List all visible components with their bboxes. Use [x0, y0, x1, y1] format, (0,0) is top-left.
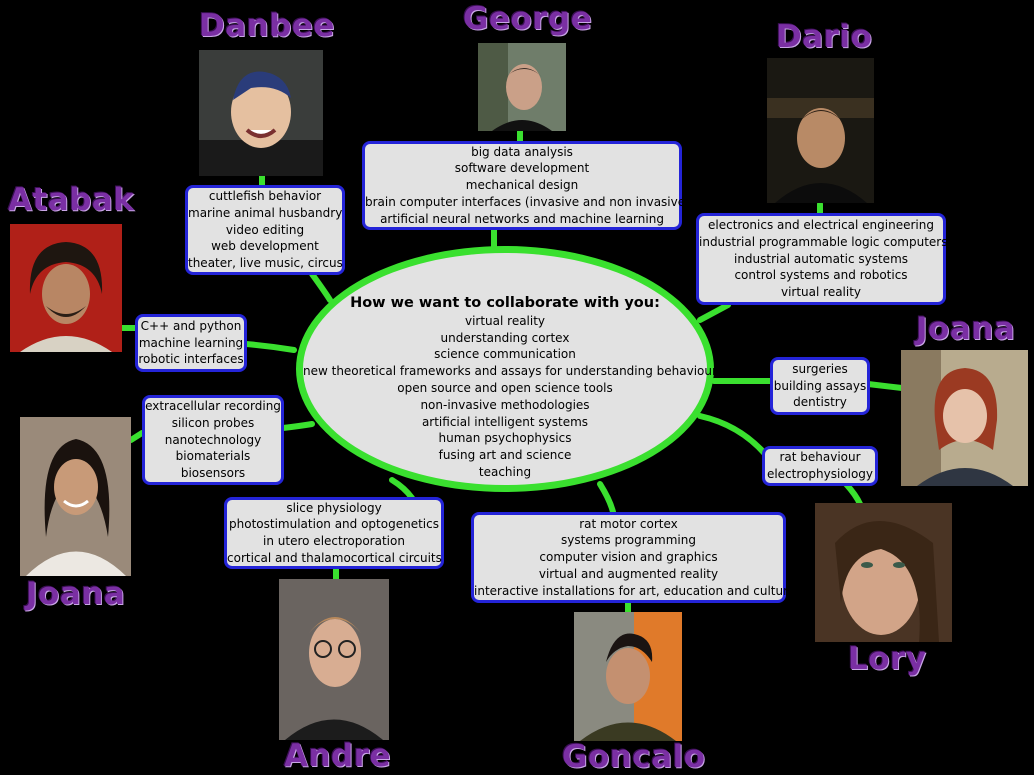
photo-joana-left [20, 417, 131, 576]
skill-item: systems programming [561, 533, 696, 548]
skill-item: artificial neural networks and machine l… [380, 211, 664, 226]
connector-joana-left [128, 421, 315, 443]
skill-item: control systems and robotics [734, 268, 908, 283]
skill-item: photostimulation and optogenetics [229, 517, 439, 532]
skill-item: in utero electroporation [263, 534, 405, 548]
connector-joana-right [711, 378, 905, 391]
skills-box-danbee: cuttlefish behavior marine animal husban… [185, 185, 345, 275]
photo-george [478, 43, 566, 131]
name-joana-left: Joana [26, 576, 126, 612]
skill-item: biosensors [180, 466, 246, 481]
skill-item: slice physiology [286, 500, 382, 515]
skill-item: industrial automatic systems [733, 251, 909, 266]
name-joana-right: Joana [916, 311, 1016, 347]
name-lory: Lory [848, 641, 927, 677]
collab-item: open source and open science tools [397, 380, 613, 395]
name-danbee: Danbee [199, 8, 335, 44]
skill-item: marine animal husbandry [188, 205, 343, 220]
collab-item: non-invasive methodologies [420, 397, 590, 412]
collab-item: human psychophysics [438, 431, 572, 446]
skill-item: computer vision and graphics [539, 550, 718, 565]
photo-joana-right [901, 350, 1028, 486]
skill-item: rat behaviour [779, 450, 861, 465]
photo-goncalo [574, 612, 682, 741]
skill-item: surgeries [792, 361, 848, 376]
skill-item: extracellular recording [145, 399, 281, 414]
collab-item: fusing art and science [438, 448, 572, 463]
name-george: George [463, 1, 593, 37]
skill-item: software development [454, 161, 590, 176]
skill-item: building assays [773, 378, 867, 393]
skill-item: C++ and python [140, 318, 242, 333]
skills-box-dario: electronics and electrical engineering i… [696, 213, 948, 305]
name-andre: Andre [284, 738, 392, 774]
connector-dario [697, 201, 823, 323]
skill-item: electronics and electrical engineering [708, 218, 934, 233]
collab-item: virtual reality [464, 313, 546, 328]
skill-item: robotic interfaces [138, 352, 244, 367]
collab-item: understanding cortex [440, 330, 570, 345]
skills-box-george: big data analysis software development m… [362, 141, 690, 230]
skill-item: industrial programmable logic computers [699, 234, 948, 249]
skill-item: nanotechnology [164, 432, 262, 447]
name-goncalo: Goncalo [562, 739, 706, 775]
skill-item: big data analysis [471, 144, 573, 159]
collab-item: artificial intelligent systems [421, 414, 589, 429]
skills-box-lory: rat behaviour electrophysiology [762, 446, 878, 486]
skill-item: theater, live music, circus [188, 256, 343, 271]
skill-item: biomaterials [175, 449, 251, 464]
photo-lory [815, 503, 952, 642]
skill-item: brain computer interfaces (invasive and … [365, 194, 690, 209]
skill-item: virtual reality [780, 285, 862, 300]
collaboration-ellipse: How we want to collaborate with you: vir… [296, 246, 717, 492]
skill-item: rat motor cortex [579, 516, 678, 531]
skills-box-joana-left: extracellular recording silicon probes n… [142, 395, 284, 485]
name-atabak: Atabak [8, 182, 135, 218]
collab-item: science communication [434, 347, 576, 362]
collab-item: new theoretical frameworks and assays fo… [303, 364, 717, 379]
connector-atabak [119, 325, 297, 353]
connector-danbee [259, 173, 333, 303]
skill-item: interactive installations for art, educa… [474, 583, 796, 598]
connector-andre [333, 477, 415, 583]
skill-item: dentistry [793, 395, 847, 410]
skill-item: electrophysiology [766, 467, 874, 481]
skills-box-goncalo: rat motor cortex systems programming com… [471, 512, 796, 603]
skills-box-andre: slice physiology photostimulation and op… [224, 497, 444, 569]
skill-item: silicon probes [171, 415, 255, 430]
photo-dario [767, 58, 874, 203]
name-dario: Dario [776, 19, 873, 55]
collab-item: teaching [478, 464, 532, 479]
photo-danbee [199, 50, 323, 176]
skills-box-joana-right: surgeries building assays dentistry [770, 357, 870, 415]
skills-box-atabak: C++ and python machine learning robotic … [135, 314, 247, 372]
skill-item: cortical and thalamocortical circuits [227, 550, 442, 565]
skill-item: mechanical design [465, 178, 579, 193]
photo-atabak [10, 224, 122, 352]
photo-andre [279, 579, 389, 740]
collaboration-title: How we want to collaborate with you: [350, 295, 660, 311]
skill-item: video editing [225, 222, 305, 237]
skill-item: cuttlefish behavior [208, 189, 322, 204]
skill-item: web development [211, 239, 319, 254]
skill-item: machine learning [138, 335, 244, 350]
skill-item: virtual and augmented reality [538, 566, 719, 581]
